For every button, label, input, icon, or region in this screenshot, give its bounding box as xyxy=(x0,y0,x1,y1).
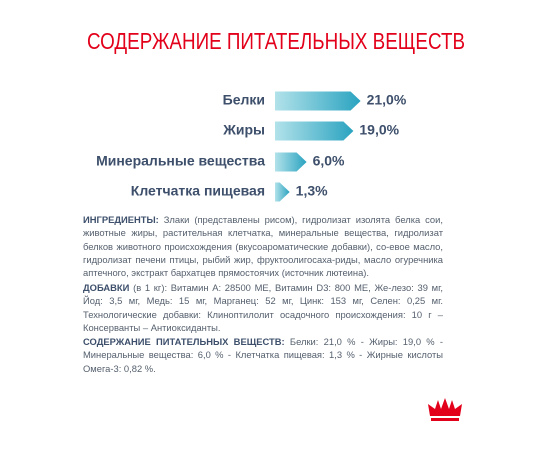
ingredients: ИНГРЕДИЕНТЫ: Злаки (представлены рисом),… xyxy=(83,213,443,279)
category-label: Жиры xyxy=(222,122,265,138)
category-label: Белки xyxy=(223,92,265,108)
block-text: (в 1 кг): Витамин А: 28500 МЕ, Витамин D… xyxy=(83,282,443,333)
block-text: Злаки (представлены рисом), гидролизат и… xyxy=(83,214,443,279)
bar xyxy=(275,121,354,141)
bar xyxy=(275,152,307,172)
block-heading: СОДЕРЖАНИЕ ПИТАТЕЛЬНЫХ ВЕЩЕСТВ: xyxy=(83,336,285,347)
bar xyxy=(275,182,290,202)
logo xyxy=(428,398,462,421)
additives: ДОБАВКИ (в 1 кг): Витамин А: 28500 МЕ, В… xyxy=(83,281,443,334)
category-label: Клетчатка пищевая xyxy=(131,183,265,199)
chart-title: СОДЕРЖАНИЕ ПИТАТЕЛЬНЫХ ВЕЩЕСТВ xyxy=(87,28,465,54)
nutrients: СОДЕРЖАНИЕ ПИТАТЕЛЬНЫХ ВЕЩЕСТВ: Белки: 2… xyxy=(83,335,443,375)
value-label: 19,0% xyxy=(359,122,399,138)
bar xyxy=(275,91,361,111)
block-text: Белки: 21,0 % - Жиры: 19,0 % - Минеральн… xyxy=(83,336,443,374)
value-label: 21,0% xyxy=(367,92,407,108)
block-heading: ДОБАВКИ xyxy=(83,282,130,293)
category-label: Минеральные вещества xyxy=(96,153,265,169)
value-label: 6,0% xyxy=(313,153,345,169)
block-heading: ИНГРЕДИЕНТЫ: xyxy=(83,214,159,225)
value-label: 1,3% xyxy=(296,183,328,199)
